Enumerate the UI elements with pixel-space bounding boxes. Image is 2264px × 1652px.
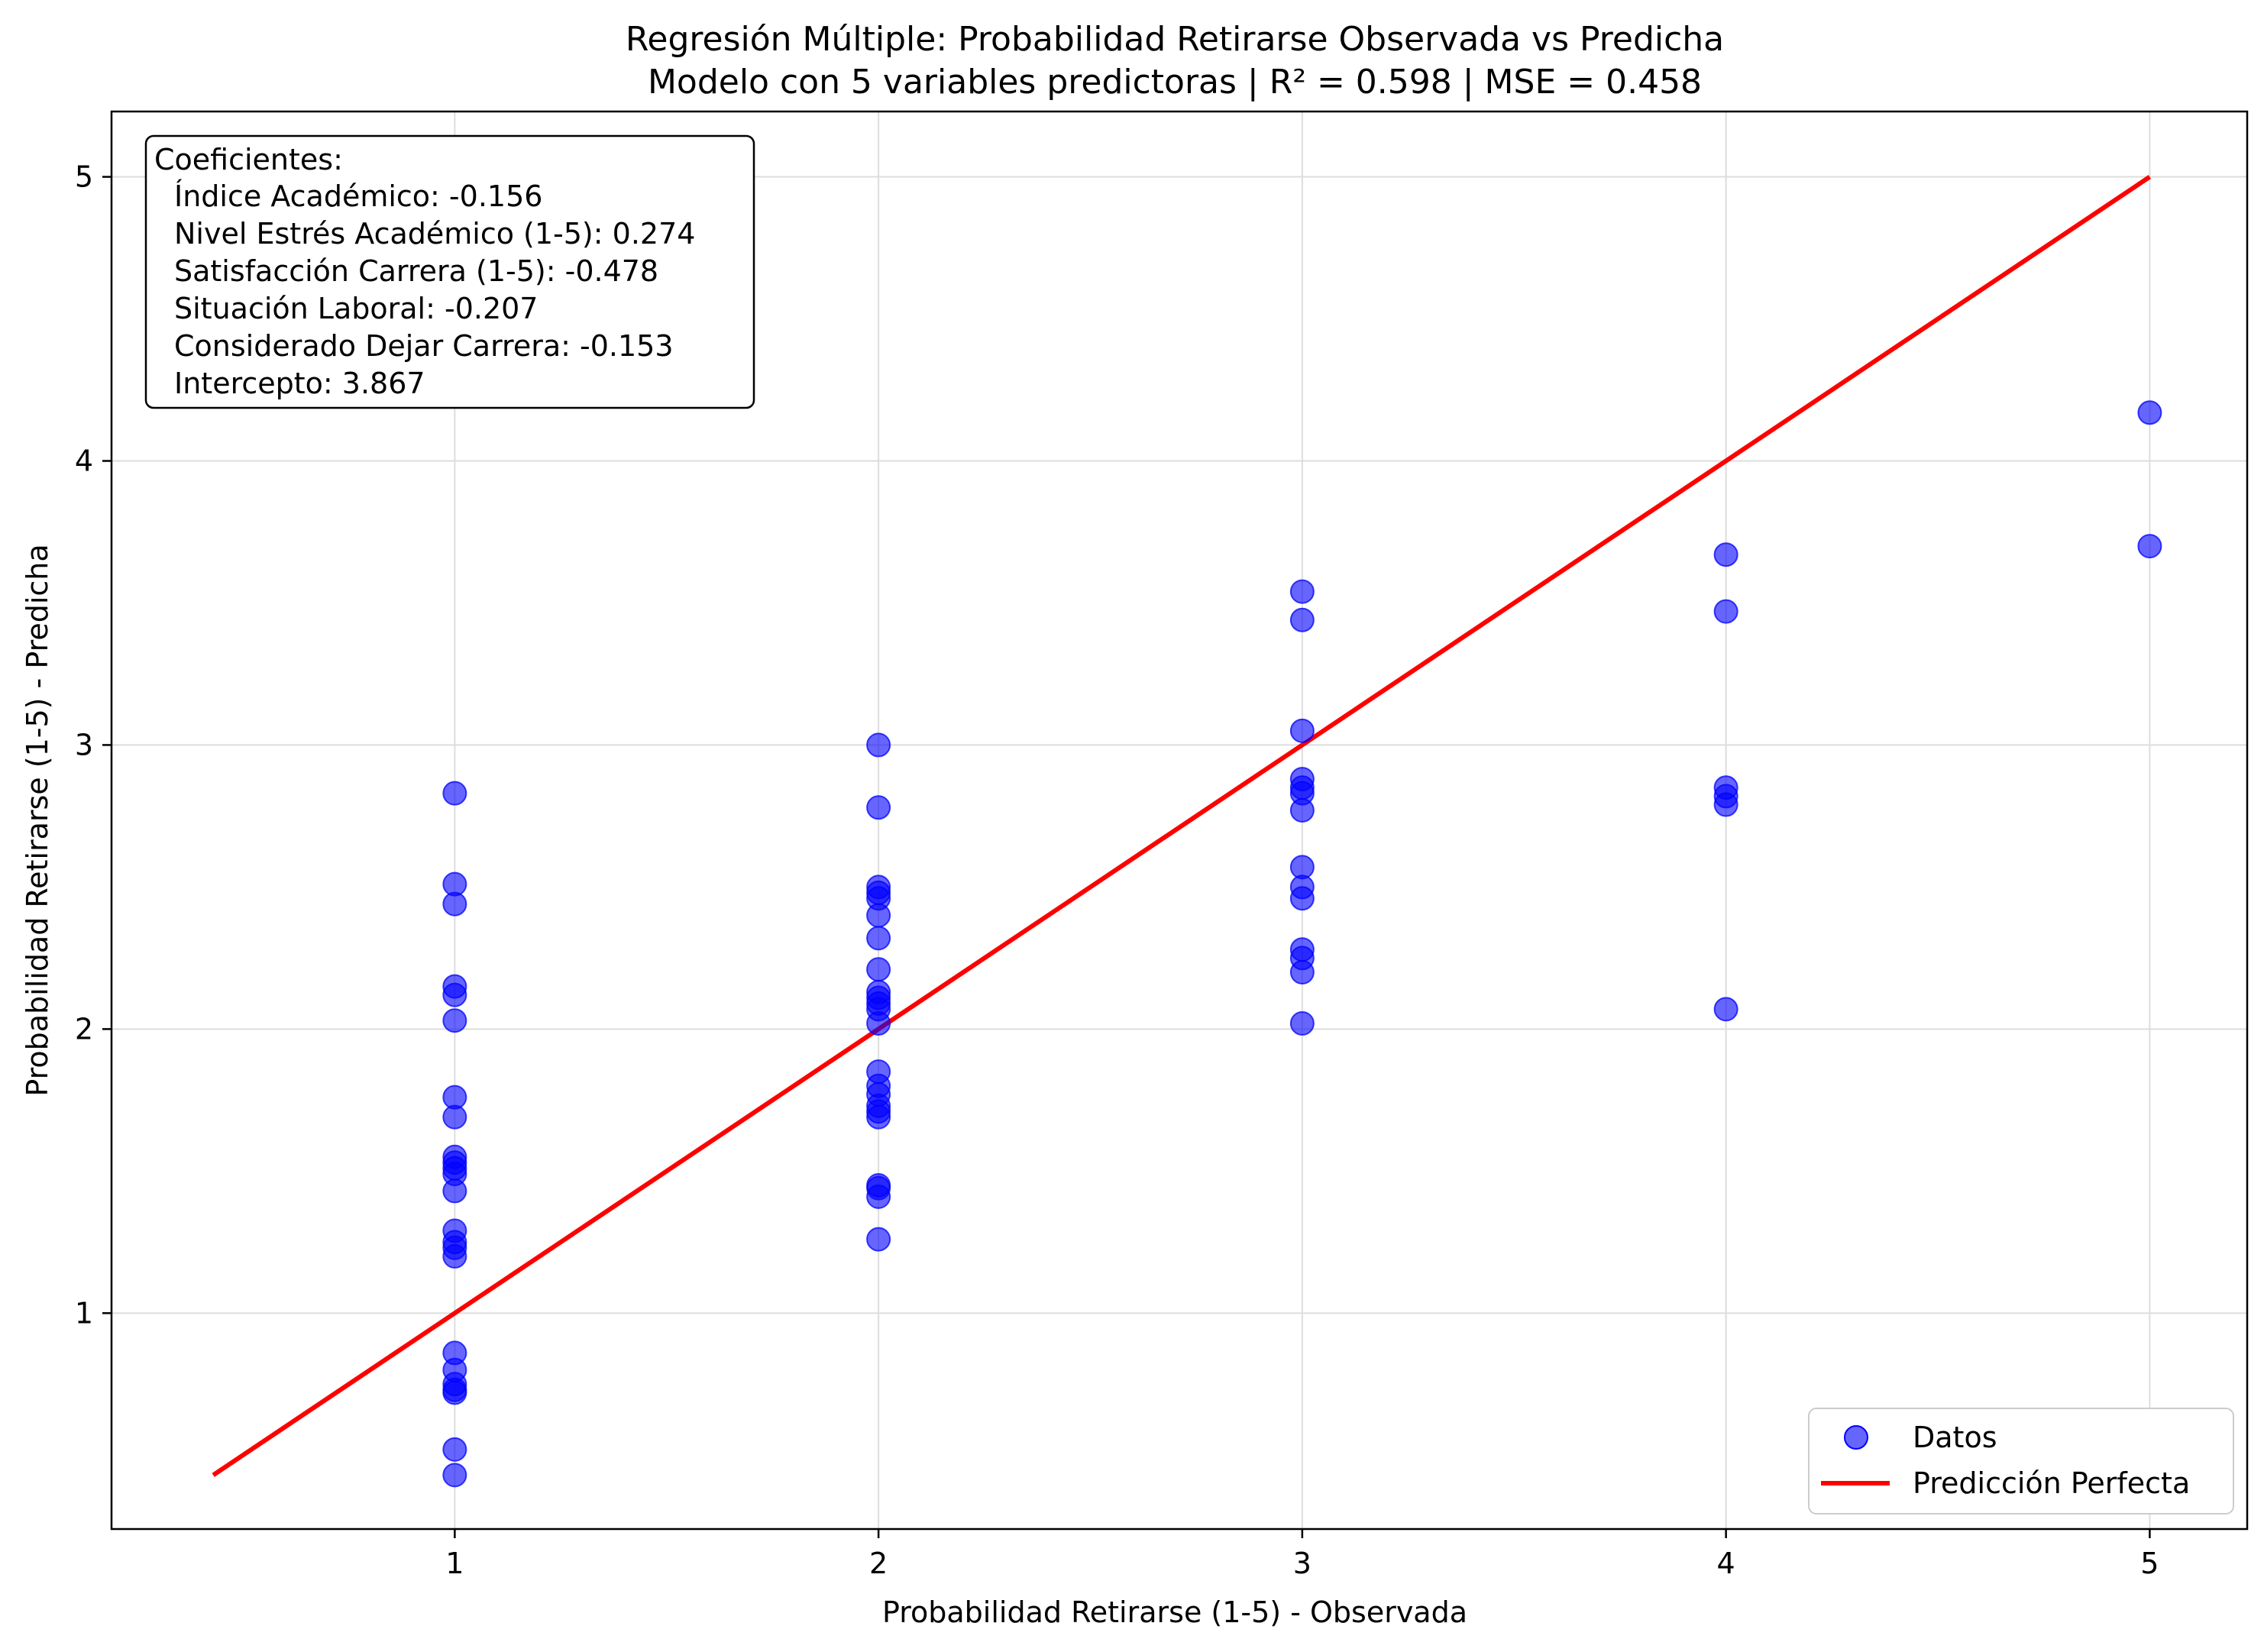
data-point bbox=[1713, 542, 1738, 567]
data-point bbox=[442, 1380, 467, 1405]
data-points bbox=[442, 400, 2162, 1488]
legend-datos-marker bbox=[1844, 1425, 1868, 1450]
data-point bbox=[442, 781, 467, 806]
data-point bbox=[1713, 997, 1738, 1022]
coefficient-line: Nivel Estrés Académico (1-5): 0.274 bbox=[174, 217, 695, 251]
data-point bbox=[1289, 886, 1315, 911]
legend-datos-label: Datos bbox=[1913, 1421, 1997, 1454]
data-point bbox=[442, 1463, 467, 1488]
perfect-prediction-line-layer bbox=[212, 175, 2152, 1477]
data-point bbox=[1289, 607, 1315, 632]
coefficients-box: Coeficientes: Índice Académico: -0.156 N… bbox=[144, 134, 755, 409]
data-point bbox=[1289, 797, 1315, 823]
perfect-prediction-line bbox=[212, 175, 2152, 1477]
data-point bbox=[442, 1178, 467, 1204]
y-tick-label: 3 bbox=[75, 728, 93, 761]
plot-area-frame bbox=[110, 110, 2249, 1531]
chart-title: Regresión Múltiple: Probabilidad Retirar… bbox=[626, 20, 1724, 59]
data-point bbox=[866, 957, 891, 982]
data-point bbox=[442, 982, 467, 1007]
x-tick-label: 4 bbox=[1717, 1547, 1735, 1580]
data-point bbox=[442, 891, 467, 917]
data-point bbox=[866, 1227, 891, 1252]
x-tick-label: 3 bbox=[1293, 1547, 1312, 1580]
coefficient-line: Intercepto: 3.867 bbox=[174, 367, 425, 400]
coefficient-line: Índice Académico: -0.156 bbox=[174, 179, 542, 213]
data-point bbox=[442, 1008, 467, 1033]
legend: Datos Predicción Perfecta bbox=[1808, 1408, 2234, 1515]
data-point bbox=[1289, 1010, 1315, 1036]
data-point bbox=[866, 1184, 891, 1209]
data-point bbox=[866, 1010, 891, 1036]
coefficients-box-frame bbox=[144, 134, 755, 409]
coefficients-title: Coeficientes: bbox=[154, 143, 343, 176]
data-point bbox=[1289, 579, 1315, 604]
y-axis-ticks: 1 2 3 4 5 bbox=[75, 160, 112, 1330]
x-tick-label: 2 bbox=[869, 1547, 888, 1580]
data-point bbox=[866, 926, 891, 951]
data-point bbox=[866, 903, 891, 928]
data-point bbox=[866, 795, 891, 820]
x-tick-label: 5 bbox=[2140, 1547, 2159, 1580]
data-point bbox=[1713, 599, 1738, 624]
data-point bbox=[2137, 400, 2162, 425]
coefficient-line: Situación Laboral: -0.207 bbox=[174, 292, 538, 325]
legend-frame bbox=[1808, 1408, 2234, 1515]
y-tick-label: 4 bbox=[75, 444, 93, 477]
x-tick-label: 1 bbox=[445, 1547, 464, 1580]
x-axis-label: Probabilidad Retirarse (1-5) - Observada bbox=[882, 1595, 1467, 1629]
data-point bbox=[2137, 534, 2162, 559]
coefficient-line: Considerado Dejar Carrera: -0.153 bbox=[174, 329, 674, 363]
legend-perfect-line-label: Predicción Perfecta bbox=[1913, 1466, 2190, 1500]
data-point bbox=[442, 1104, 467, 1130]
data-point bbox=[866, 1104, 891, 1130]
data-point bbox=[1289, 718, 1315, 743]
data-point bbox=[1713, 792, 1738, 817]
data-point bbox=[866, 732, 891, 758]
x-axis-ticks: 1 2 3 4 5 bbox=[445, 1529, 2159, 1580]
data-point bbox=[1289, 959, 1315, 984]
y-tick-label: 1 bbox=[75, 1296, 93, 1330]
y-axis-label: Probabilidad Retirarse (1-5) - Predicha bbox=[21, 544, 54, 1096]
y-tick-label: 2 bbox=[75, 1012, 93, 1046]
chart-subtitle: Modelo con 5 variables predictoras | R² … bbox=[648, 63, 1702, 102]
data-point bbox=[442, 1437, 467, 1462]
coefficient-line: Satisfacción Carrera (1-5): -0.478 bbox=[174, 254, 658, 288]
data-point bbox=[442, 1243, 467, 1269]
y-tick-label: 5 bbox=[75, 160, 93, 194]
